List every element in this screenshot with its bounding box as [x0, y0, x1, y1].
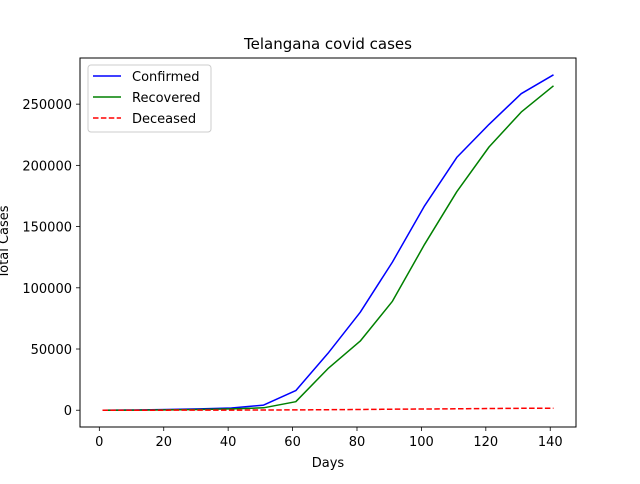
y-tick-label: 250000: [22, 98, 72, 113]
series-layer: [102, 74, 554, 411]
x-tick-label: 80: [349, 435, 366, 450]
x-tick-label: 100: [409, 435, 434, 450]
chart-title: Telangana covid cases: [243, 35, 412, 53]
y-tick-label: 100000: [22, 282, 72, 297]
x-axis-label: Days: [312, 456, 345, 471]
legend: Confirmed Recovered Deceased: [87, 64, 212, 133]
y-tick-label: 50000: [31, 343, 72, 358]
legend-label-deceased: Deceased: [132, 112, 196, 127]
y-tick-label: 200000: [22, 159, 72, 174]
x-axis-ticks: 0 20 40 60 80 100 120 140: [95, 427, 563, 450]
y-tick-label: 150000: [22, 221, 72, 236]
x-tick-label: 40: [220, 435, 237, 450]
x-tick-label: 0: [95, 435, 103, 450]
y-axis-ticks: 0 50000 100000 150000 200000 250000: [22, 98, 80, 419]
legend-label-confirmed: Confirmed: [132, 70, 200, 85]
x-tick-label: 140: [538, 435, 563, 450]
legend-box: [87, 64, 212, 133]
legend-label-recovered: Recovered: [132, 91, 201, 106]
x-tick-label: 20: [155, 435, 172, 450]
x-tick-label: 60: [284, 435, 301, 450]
y-tick-label: 0: [64, 404, 72, 419]
plot-area-frame: [79, 57, 577, 428]
series-line-deceased: [102, 407, 554, 411]
x-tick-label: 120: [473, 435, 498, 450]
y-axis-label: Total Cases: [0, 205, 12, 279]
